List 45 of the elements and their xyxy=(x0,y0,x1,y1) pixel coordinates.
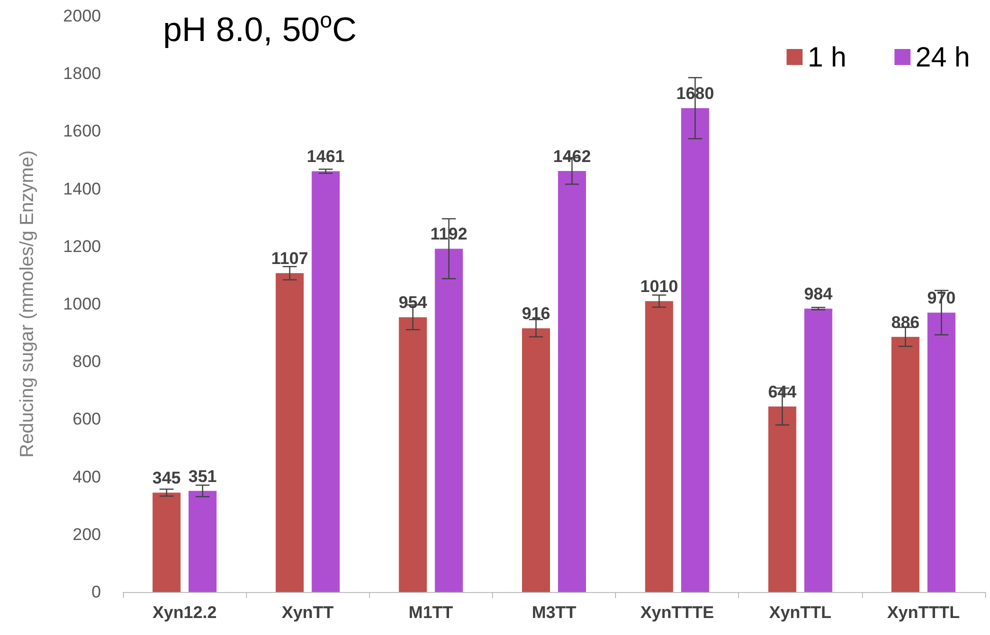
data-label: 1107 xyxy=(271,249,308,268)
y-tick-label: 1800 xyxy=(63,64,101,84)
data-label: 1461 xyxy=(306,147,345,166)
bar xyxy=(152,492,181,592)
bar xyxy=(804,308,832,592)
bar xyxy=(891,336,920,592)
bar xyxy=(558,170,586,592)
legend-label: 24 h xyxy=(916,42,970,72)
bar xyxy=(645,301,674,592)
y-tick-label: 600 xyxy=(72,410,101,429)
y-tick-label: 400 xyxy=(72,467,101,486)
x-tick-label: M1TT xyxy=(408,603,454,622)
y-tick-label: 0 xyxy=(92,582,101,602)
data-label: 954 xyxy=(398,293,428,312)
y-tick-label: 1400 xyxy=(63,179,101,198)
bar xyxy=(927,312,956,592)
y-tick-label: 1600 xyxy=(63,122,101,141)
x-tick-label: XynTTTL xyxy=(887,603,960,622)
bar xyxy=(681,108,710,592)
bar xyxy=(434,248,463,592)
bar xyxy=(398,317,427,592)
bar xyxy=(276,273,304,592)
y-tick-label: 1000 xyxy=(63,294,101,314)
y-tick-label: 800 xyxy=(72,352,101,372)
data-label: 916 xyxy=(522,304,550,324)
y-axis-title: Reducing sugar (mmoles/g Enzyme) xyxy=(17,150,38,458)
data-label: 984 xyxy=(804,284,834,304)
bar xyxy=(188,490,217,592)
x-tick-label: M3TT xyxy=(532,603,577,622)
data-label: 1462 xyxy=(553,146,591,166)
legend-label: 1 h xyxy=(808,42,847,72)
y-tick-label: 2000 xyxy=(63,6,101,26)
bar xyxy=(312,171,340,592)
data-label: 351 xyxy=(188,466,217,486)
y-tick-label: 200 xyxy=(72,524,101,544)
x-tick-label: XynTT xyxy=(282,603,334,622)
data-label: 1010 xyxy=(640,277,678,296)
bar xyxy=(768,406,796,592)
x-tick-label: XynTTL xyxy=(769,603,832,622)
data-label: 345 xyxy=(152,468,181,488)
x-tick-label: Xyn12.2 xyxy=(152,603,217,622)
x-tick-label: XynTTTE xyxy=(640,603,714,622)
bar xyxy=(522,328,550,592)
y-tick-label: 1200 xyxy=(63,236,101,256)
data-label: 886 xyxy=(891,312,920,332)
